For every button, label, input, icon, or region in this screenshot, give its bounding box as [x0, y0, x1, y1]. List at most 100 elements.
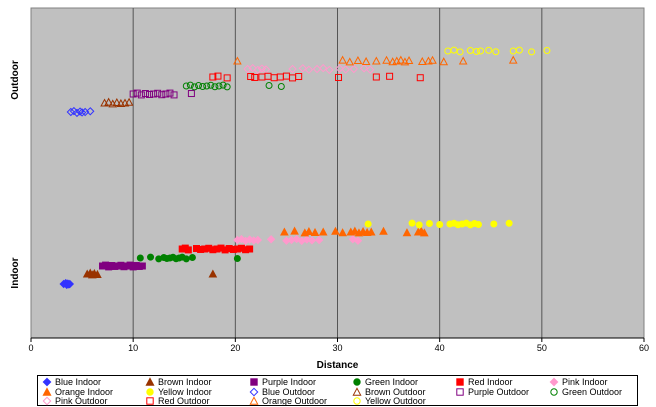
legend-marker-purple-outdoor [456, 388, 464, 396]
point-purple-outdoor-0 [129, 90, 137, 98]
legend-swatch-brown-outdoor [352, 387, 362, 396]
point-red-outdoor-3 [247, 73, 255, 81]
legend-item-pink-indoor: Pink Indoor [549, 377, 608, 387]
point-blue-indoor-5 [65, 279, 75, 289]
point-orange-outdoor-11 [404, 55, 414, 65]
y-category-label-indoor: Indoor [10, 257, 21, 288]
series-purple-outdoor [129, 89, 195, 99]
point-green-outdoor-6 [207, 81, 215, 89]
point-orange-indoor-18 [420, 228, 429, 237]
series-brown-outdoor [100, 97, 134, 108]
point-orange-indoor-9 [350, 226, 360, 235]
point-green-outdoor-4 [199, 82, 207, 90]
point-green-indoor-0 [136, 254, 144, 262]
point-purple-outdoor-1 [133, 89, 141, 97]
legend-marker-orange-outdoor [249, 396, 259, 405]
legend-swatch-green-outdoor [550, 388, 558, 396]
legend-marker-red-outdoor [146, 397, 154, 405]
legend-swatch-yellow-outdoor [353, 397, 361, 405]
legend-marker-pink-indoor [549, 377, 559, 387]
legend-swatch-brown-indoor [145, 377, 155, 386]
x-axis-ticks: 0 10 20 30 40 50 60 [28, 337, 649, 353]
point-brown-outdoor-1 [104, 97, 113, 106]
legend-label-green-indoor: Green Indoor [365, 377, 419, 387]
point-orange-outdoor-12 [417, 56, 427, 65]
point-green-outdoor-12 [277, 82, 285, 90]
legend-label-red-indoor: Red Indoor [468, 377, 513, 387]
x-tick-label-10: 10 [128, 343, 138, 353]
point-orange-indoor-3 [304, 226, 314, 236]
point-yellow-outdoor-6 [485, 46, 493, 54]
legend-item-green-indoor: Green Indoor [352, 377, 418, 387]
point-green-indoor-1 [147, 253, 155, 261]
point-brown-indoor-4 [93, 269, 102, 278]
point-orange-indoor-14 [379, 226, 388, 235]
point-pink-outdoor-10 [325, 65, 334, 75]
x-tick-label-60: 60 [639, 343, 649, 353]
legend-item-orange-outdoor: Orange Outdoor [249, 396, 327, 406]
point-yellow-indoor-4 [436, 220, 444, 228]
point-green-outdoor-1 [186, 81, 194, 89]
point-green-outdoor-9 [219, 81, 227, 89]
legend-label-purple-indoor: Purple Indoor [262, 377, 317, 387]
legend-marker-red-indoor [456, 378, 464, 386]
point-red-indoor-2 [184, 246, 192, 254]
legend-marker-brown-indoor [145, 377, 155, 386]
legend-label-orange-indoor: Orange Indoor [55, 387, 114, 397]
y-axis-categories: Indoor Outdoor [10, 60, 21, 288]
point-purple-outdoor-10 [170, 91, 178, 99]
point-yellow-outdoor-4 [472, 47, 480, 55]
point-pink-outdoor-2 [253, 65, 263, 75]
point-red-outdoor-4 [251, 73, 259, 81]
point-orange-indoor-7 [338, 228, 347, 237]
point-yellow-indoor-2 [415, 221, 423, 229]
point-pink-outdoor-9 [318, 63, 328, 73]
legend-swatch-orange-indoor [42, 387, 52, 396]
point-yellow-outdoor-9 [515, 46, 523, 54]
point-orange-indoor-6 [331, 226, 340, 235]
point-brown-indoor-5 [208, 269, 218, 278]
point-orange-outdoor-15 [439, 57, 449, 66]
point-yellow-outdoor-10 [528, 48, 536, 56]
point-green-indoor-12 [233, 254, 241, 262]
point-purple-outdoor-9 [166, 89, 174, 97]
legend-item-green-outdoor: Green Outdoor [549, 387, 622, 397]
point-orange-outdoor-1 [338, 55, 347, 64]
point-red-outdoor-11 [295, 73, 303, 81]
point-yellow-indoor-14 [505, 219, 513, 227]
point-orange-outdoor-9 [396, 55, 406, 64]
point-brown-outdoor-6 [124, 97, 134, 106]
point-yellow-outdoor-5 [477, 47, 485, 55]
point-orange-indoor-15 [402, 228, 412, 237]
point-green-outdoor-5 [203, 82, 211, 90]
series-brown-indoor [82, 268, 218, 279]
point-orange-indoor-4 [310, 227, 320, 236]
legend-item-red-indoor: Red Indoor [455, 377, 513, 387]
series-red-outdoor [209, 72, 424, 82]
legend-label-blue-indoor: Blue Indoor [55, 377, 102, 387]
point-pink-outdoor-1 [248, 63, 257, 73]
point-purple-outdoor-8 [162, 90, 170, 98]
point-pink-indoor-5 [253, 235, 263, 245]
legend-swatch-purple-indoor [250, 378, 258, 386]
legend-swatch-yellow-indoor [146, 388, 154, 396]
legend-label-pink-indoor: Pink Indoor [562, 377, 608, 387]
y-category-label-outdoor: Outdoor [10, 60, 21, 100]
point-yellow-indoor-12 [474, 220, 482, 228]
point-purple-outdoor-6 [154, 89, 162, 97]
point-yellow-outdoor-11 [543, 47, 551, 55]
point-purple-outdoor-4 [146, 90, 154, 98]
point-purple-outdoor-11 [187, 90, 195, 98]
point-green-outdoor-2 [190, 83, 198, 91]
point-red-outdoor-14 [386, 72, 394, 80]
point-orange-indoor-0 [280, 227, 289, 236]
legend-marker-green-outdoor [550, 388, 558, 396]
point-yellow-indoor-1 [408, 219, 416, 227]
legend-label-pink-outdoor: Pink Outdoor [55, 396, 108, 406]
legend-item-purple-outdoor: Purple Outdoor [455, 387, 529, 397]
point-purple-outdoor-5 [150, 90, 158, 98]
series-orange-outdoor [233, 55, 518, 66]
series-yellow-indoor [364, 219, 513, 229]
point-orange-indoor-13 [366, 227, 376, 236]
gridlines [132, 8, 543, 338]
